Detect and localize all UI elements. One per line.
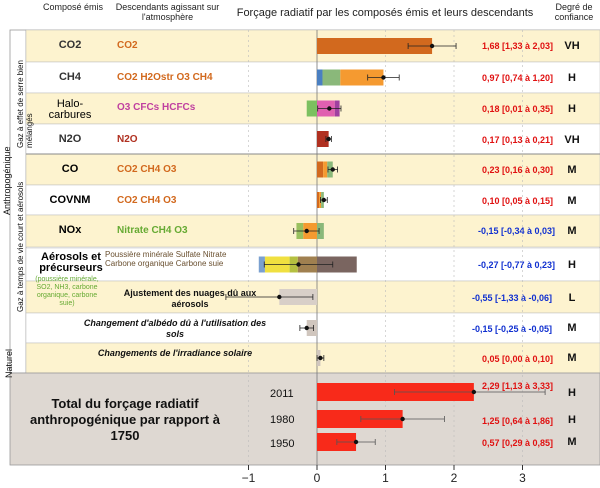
best-estimate-point [318,355,323,361]
bar-segment [317,192,320,208]
value-row-7: -0,27 [-0,77 à 0,23] [478,260,556,270]
total-value-1950: 0,57 [0,29 à 0,85] [482,438,554,448]
value-row-6: -0,15 [-0,34 à 0,03] [478,226,556,236]
emitted-n2o: N2O [58,133,82,145]
total-band [9,372,600,466]
header-emitted: Composé émis [42,2,104,12]
best-estimate-point [296,262,301,267]
conf-row-6: M [567,225,577,237]
x-tick-label: 0 [314,471,321,485]
row-band [25,153,600,186]
desc-row-0: CO2 [117,40,138,51]
best-estimate-point [321,197,327,203]
conf-row-4: M [567,164,577,176]
emitted-co2: CO2 [58,39,82,51]
value-row-1: 0,97 [0,74 à 1,20] [482,73,554,83]
conf-row-2: H [568,103,576,115]
row-band [25,29,600,63]
total-best-point [353,439,359,445]
total-year-1950: 1950 [270,438,295,450]
best-estimate-point [381,75,386,80]
total-value-1980: 1,25 [0,64 à 1,86] [482,416,554,426]
value-row-0: 1,68 [1,33 à 2,03] [482,41,554,51]
desc-row-1: CO2 H2Ostr O3 CH4 [117,72,213,83]
best-estimate-point [304,228,309,234]
total-label: Total du forçage radiatif anthropogéniqu… [30,396,220,443]
bar-segment [306,100,317,117]
desc-row-4: CO2 CH4 O3 [117,164,177,175]
desc-row-9: Changement d'albédo dû à l'utilisation d… [83,318,267,339]
desc-row-7: Poussière minérale Sulfate Nitrate Carbo… [105,250,227,268]
total-best-point [400,416,405,422]
bar-segment [317,131,329,147]
conf-row-5: M [567,195,577,207]
value-row-10: 0,05 [0,00 à 0,10] [482,354,554,364]
best-estimate-point [304,325,309,331]
emitted-nox: NOx [58,224,82,236]
value-row-8: -0,55 [-1,33 à -0,06] [472,293,553,303]
total-year-1980: 1980 [270,414,295,426]
chart-title: Forçage radiatif par les composés émis e… [236,7,534,19]
total-best-point [471,389,477,395]
total-conf-1950: M [567,436,577,448]
total-bar [317,410,403,428]
emitted-covnm: COVNM [49,194,91,206]
best-estimate-point [326,136,331,142]
bar-segment [258,256,265,273]
best-estimate-point [429,43,435,49]
conf-row-10: M [567,352,577,364]
emitted-ch4: CH4 [58,71,81,83]
bar-segment [322,69,341,86]
value-row-2: 0,18 [0,01 à 0,35] [482,104,554,114]
best-estimate-point [277,294,282,300]
x-tick-label: 1 [382,471,389,485]
conf-row-9: M [567,322,577,334]
header-confidence: Degré de confiance [554,2,594,22]
conf-row-0: VH [564,40,580,52]
value-row-5: 0,10 [0,05 à 0,15] [482,196,554,206]
emitted-halocarbons: Halo-carbures [48,98,92,121]
desc-row-8: Ajustement des nuages dû aux aérosols [123,288,257,309]
bar-segment [317,223,324,239]
total-conf-2011: H [568,387,576,399]
bar-segment [317,69,323,86]
total-year-2011: 2011 [270,388,294,400]
bar-segment [317,256,357,273]
value-row-9: -0,15 [-0,25 à -0,05] [472,324,553,334]
aerosol-precursors: (poussière minérale, SO2, NH3, carbone o… [35,276,99,307]
x-tick-label: −1 [242,471,256,485]
desc-row-10: Changements de l'irradiance solaire [97,348,253,358]
desc-row-3: N2O [117,134,138,145]
bar-segment [317,38,433,54]
bar-segment [340,69,384,86]
desc-row-6: Nitrate CH4 O3 [117,225,188,236]
x-tick-label: 2 [451,471,458,485]
x-tick-label: 3 [519,471,526,485]
row-band [25,184,600,216]
value-row-3: 0,17 [0,13 à 0,21] [482,135,554,145]
total-value-2011: 2,29 [1,13 à 3,33] [482,381,554,391]
row-band [25,61,600,94]
desc-row-2: O3 CFCs HCFCs [117,102,196,113]
emitted-co: CO [61,163,79,175]
bar-segment [323,161,328,178]
desc-row-5: CO2 CH4 O3 [117,195,177,206]
value-row-4: 0,23 [0,16 à 0,30] [482,165,554,175]
best-estimate-point [330,167,335,172]
row-band [25,342,600,374]
total-conf-1980: H [568,414,576,426]
emitted-aerosols: Aérosols et précurseurs [39,251,103,274]
conf-row-8: L [568,292,576,304]
header-descendants: Descendants agissant sur l'atmosphère [115,2,220,22]
conf-row-1: H [568,72,576,84]
best-estimate-point [327,106,332,111]
conf-row-7: H [568,259,576,271]
bar-segment [317,161,324,178]
conf-row-3: VH [564,134,580,146]
